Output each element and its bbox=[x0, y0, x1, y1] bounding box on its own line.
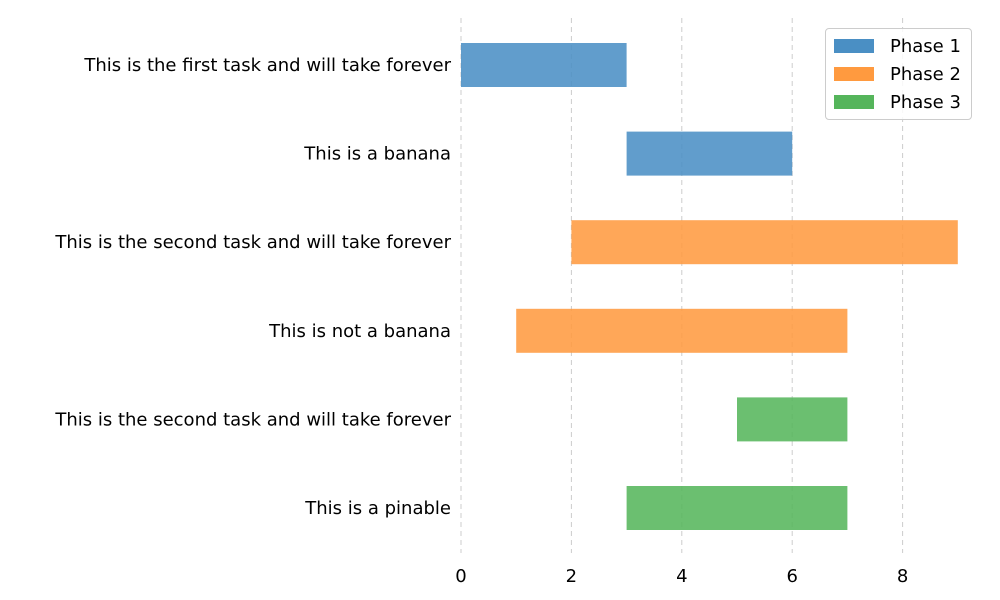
task-bar bbox=[737, 397, 848, 442]
task-label: This is a pinable bbox=[304, 498, 451, 519]
task-label: This is the second task and will take fo… bbox=[54, 232, 451, 253]
task-label: This is a banana bbox=[303, 144, 451, 165]
x-tick-label: 6 bbox=[786, 566, 797, 587]
legend-item-phase-3: Phase 3 bbox=[826, 88, 961, 116]
task-bar bbox=[461, 43, 627, 87]
legend: Phase 1 Phase 2 Phase 3 bbox=[825, 28, 972, 120]
task-label: This is the second task and will take fo… bbox=[54, 409, 451, 430]
task-bar bbox=[571, 220, 958, 265]
legend-item-phase-2: Phase 2 bbox=[826, 60, 961, 88]
legend-swatch bbox=[834, 95, 874, 109]
x-tick-label: 0 bbox=[455, 566, 466, 587]
task-label: This is not a banana bbox=[268, 321, 451, 342]
legend-label: Phase 1 bbox=[890, 35, 961, 57]
legend-swatch bbox=[834, 67, 874, 81]
x-tick-label: 4 bbox=[676, 566, 687, 587]
legend-item-phase-1: Phase 1 bbox=[826, 32, 961, 60]
x-tick-label: 2 bbox=[566, 566, 577, 587]
x-tick-label: 8 bbox=[897, 566, 908, 587]
legend-label: Phase 3 bbox=[890, 91, 961, 113]
task-label: This is the first task and will take for… bbox=[83, 55, 451, 76]
legend-label: Phase 2 bbox=[890, 63, 961, 85]
legend-swatch bbox=[834, 39, 874, 53]
task-bar bbox=[626, 486, 848, 530]
task-bar bbox=[516, 308, 848, 353]
task-bar bbox=[626, 131, 793, 176]
